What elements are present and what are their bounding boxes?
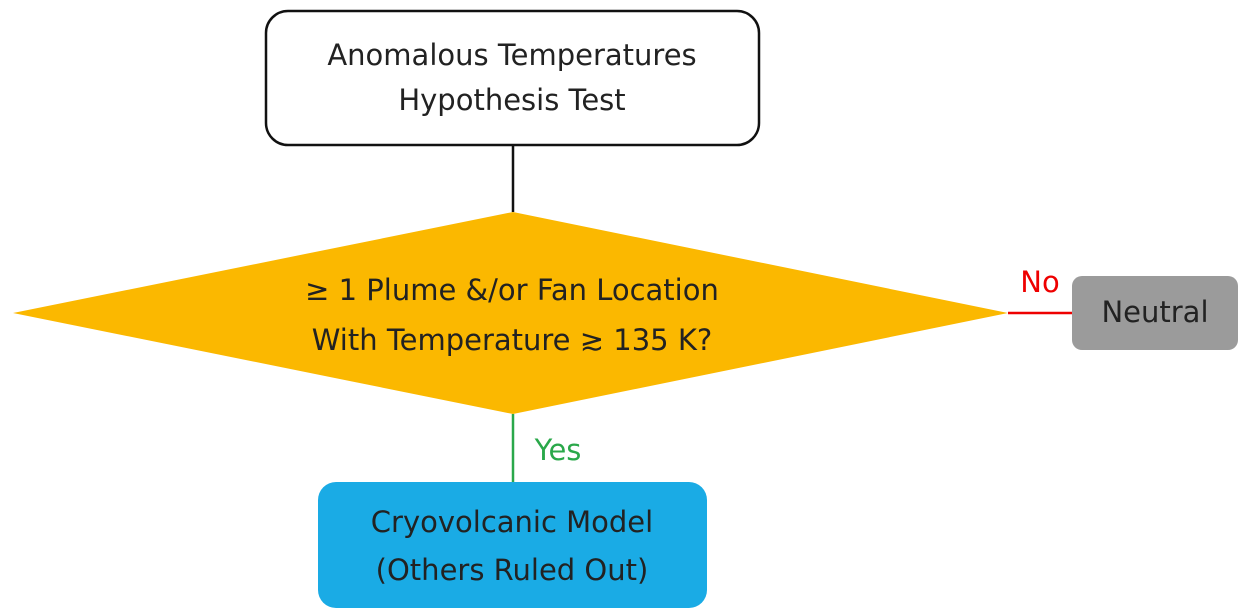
node-label: ≥ 1 Plume &/or Fan Location xyxy=(305,273,719,307)
edge-label: No xyxy=(1020,265,1059,299)
neutral-box xyxy=(1072,276,1238,350)
node-label: (Others Ruled Out) xyxy=(376,553,649,587)
node-label: Neutral xyxy=(1101,295,1208,329)
node-label: Hypothesis Test xyxy=(398,83,625,117)
node-label: Anomalous Temperatures xyxy=(327,38,696,72)
result-box xyxy=(318,482,707,608)
decision-diamond xyxy=(13,212,1008,414)
start-box xyxy=(264,9,761,147)
node-label: With Temperature ≳ 135 K? xyxy=(312,323,712,357)
node-label: Cryovolcanic Model xyxy=(371,505,653,539)
edge-label: Yes xyxy=(534,433,582,467)
